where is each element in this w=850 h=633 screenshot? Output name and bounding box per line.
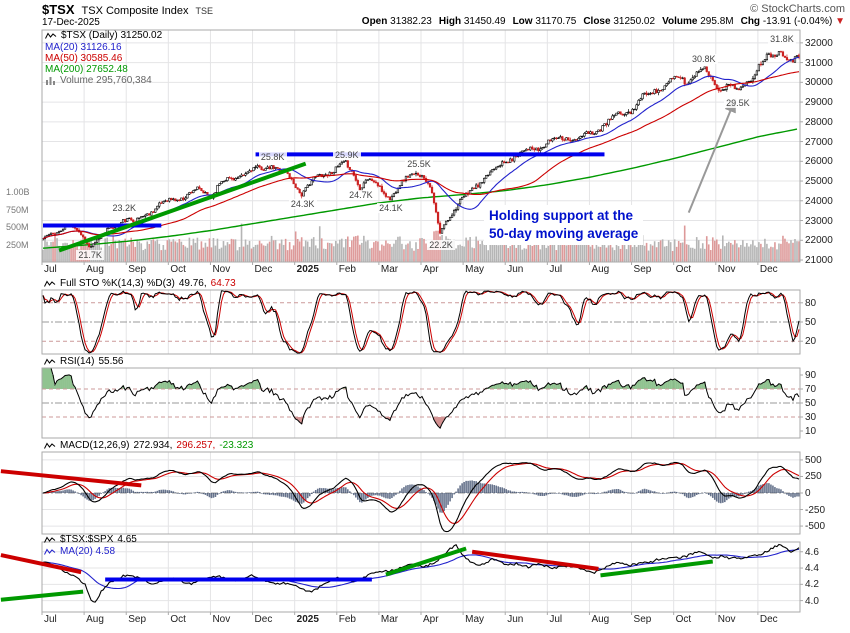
rsi-value: 55.56 [98,356,124,367]
legend-rsi: RSI(14) 55.56 [44,356,123,367]
high-value: 31450.49 [463,16,506,27]
oscillator-icon [44,536,56,543]
legend-ma50: MA(50) 30585.46 [45,53,122,64]
open-label: Open [361,16,388,27]
ratio-name: $TSX:$SPX [60,534,114,545]
close-value: 31250.02 [613,16,656,27]
legend-ma200-text: MA(200) 27652.48 [45,63,128,75]
oscillator-icon [44,280,56,287]
volume-bars-icon [46,76,55,85]
sto-k-value: 49.76, [178,278,207,289]
chg-value: -13.91 (-0.04%) [762,16,833,27]
close-label: Close [583,16,611,27]
open-value: 31382.23 [390,16,432,27]
low-label: Low [512,16,533,27]
quote-open: Open 31382.23 [362,16,432,27]
high-label: High [438,16,462,27]
annotation-callout: Holding support at the 50-day moving ave… [484,205,644,245]
legend-sto: Full STO %K(14,3) %D(3) 49.76, 64.73 [44,278,236,289]
quote-high: High 31450.49 [439,16,506,27]
chg-label: Chg [740,16,761,27]
legend-macd: MACD(12,26,9) 272.934, 296.257, -23.323 [44,440,253,451]
sto-name: Full STO %K(14,3) %D(3) [60,278,175,289]
chart-header: $TSX TSX Composite Index TSE [42,2,213,17]
ratio-value: 4.65 [117,534,137,545]
chart-date: 17-Dec-2025 [42,17,100,28]
oscillator-icon [44,358,56,365]
legend-price-symbol: $TSX (Daily) 31250.02 [45,30,162,41]
quote-change: Chg -13.91 (-0.04%) ▼ [741,16,845,27]
stockcharts-credit-link[interactable]: © StockCharts.com [750,3,845,15]
legend-volume-text: Volume 295,760,384 [60,74,152,86]
low-value: 31170.75 [535,16,577,27]
quote-volume: Volume 295.8M [662,16,734,27]
quote-bar: Open 31382.23 High 31450.49 Low 31170.75… [362,16,845,27]
annotation-line-1: Holding support at the [489,208,633,223]
symbol-label: $TSX [42,2,75,17]
legend-ma20: MA(20) 31126.16 [45,42,122,53]
quote-low: Low 31170.75 [513,16,577,27]
quote-close: Close 31250.02 [583,16,655,27]
macd-hist-value: -23.323 [219,440,254,451]
macd-name: MACD(12,26,9) [60,440,130,451]
oscillator-icon [44,442,56,449]
legend-ma200: MA(200) 27652.48 [45,64,128,75]
ratio-ma-text: MA(20) 4.58 [60,546,116,557]
macd-value: 272.934, [133,440,173,451]
legend-ratio-ma: MA(20) 4.58 [44,546,115,557]
annotation-line-2: 50-day moving average [489,226,639,241]
sto-d-value: 64.73 [210,278,236,289]
line-chart-icon [45,32,57,39]
legend-price-text: $TSX (Daily) 31250.02 [61,30,163,41]
down-arrow-icon: ▼ [835,16,845,27]
ma-line-icon [44,548,56,555]
rsi-name: RSI(14) [60,356,95,367]
legend-ratio: $TSX:$SPX 4.65 [44,534,137,545]
volume-label: Volume [662,16,698,27]
legend-ma20-text: MA(20) 31126.16 [45,41,122,53]
legend-volume: Volume 295,760,384 [45,75,152,86]
exchange-label: TSE [195,6,214,16]
legend-ma50-text: MA(50) 30585.46 [45,52,123,64]
symbol-name: TSX Composite Index [81,5,189,17]
volume-value: 295.8M [700,16,734,27]
macd-signal-value: 296.257, [176,440,216,451]
